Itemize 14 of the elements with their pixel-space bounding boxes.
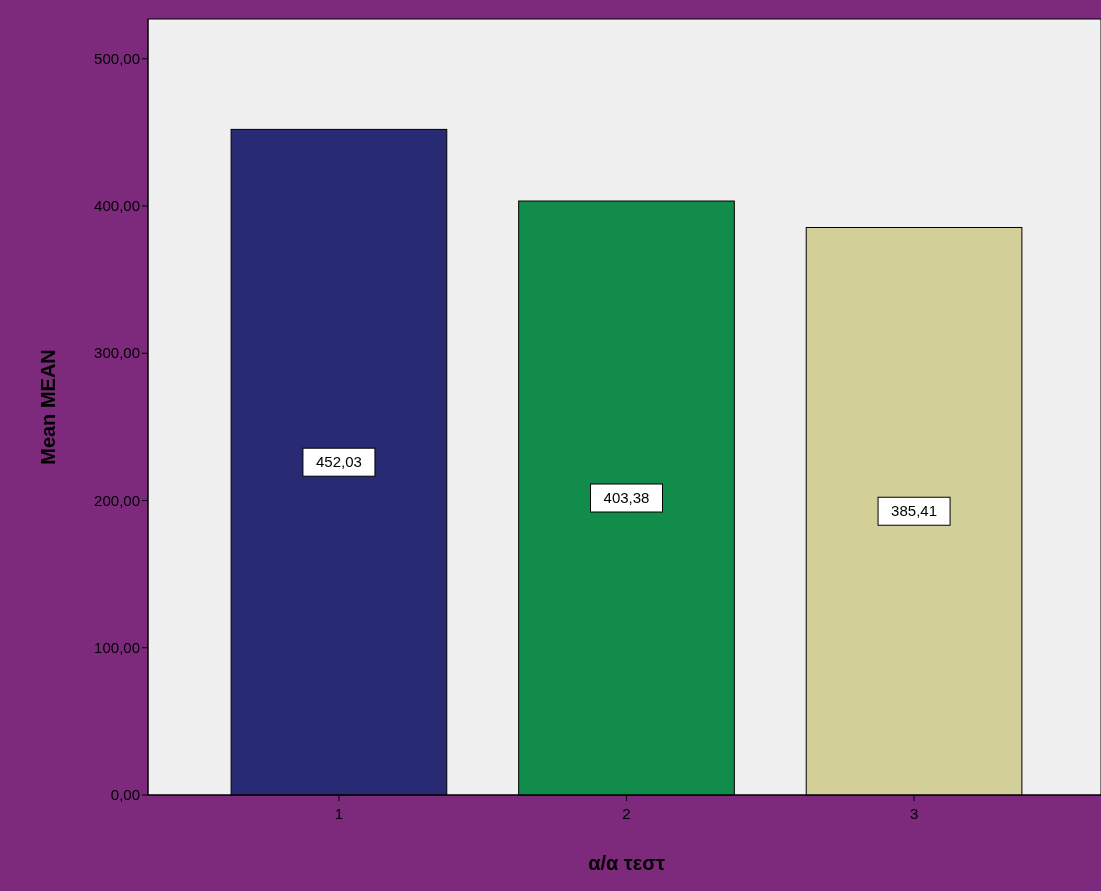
x-axis-title: α/α τεστ [588,852,665,874]
y-axis-title: Mean MEAN [37,349,59,465]
data-label: 385,41 [891,502,938,520]
y-tick-label: 100,00 [94,638,140,656]
data-label: 403,38 [603,489,650,507]
y-tick-label: 500,00 [94,49,140,67]
y-tick-label: 300,00 [94,344,140,362]
x-tick-label: 3 [909,805,919,822]
y-tick-label: 0,00 [110,786,140,803]
x-tick-label: 1 [334,805,344,822]
y-tick-label: 200,00 [94,491,140,509]
x-tick-label: 2 [622,805,631,822]
data-label: 452,03 [315,453,362,471]
y-tick-label: 400,00 [94,197,140,215]
